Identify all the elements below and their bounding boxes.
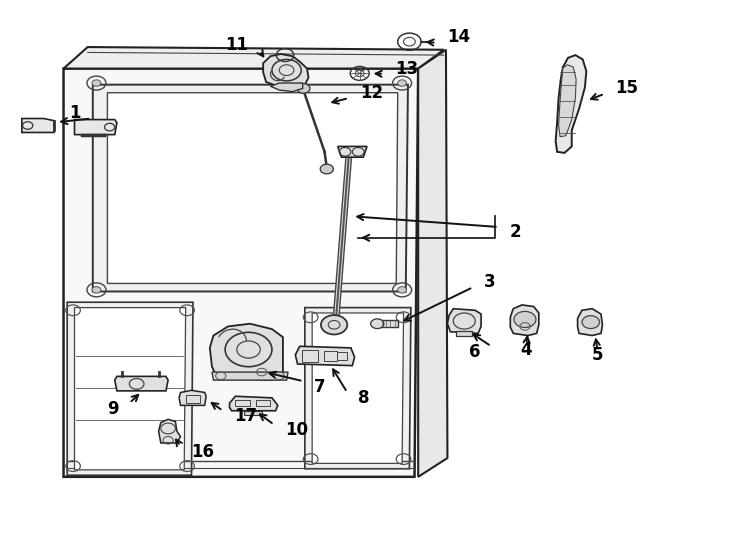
Polygon shape: [68, 302, 193, 475]
Circle shape: [582, 316, 600, 328]
Text: 11: 11: [225, 36, 249, 55]
Circle shape: [371, 319, 384, 328]
Text: 8: 8: [358, 389, 370, 407]
Circle shape: [92, 287, 101, 293]
Polygon shape: [22, 118, 54, 132]
Circle shape: [297, 84, 310, 93]
Bar: [337, 352, 347, 360]
Polygon shape: [115, 376, 168, 391]
Text: 5: 5: [592, 346, 603, 364]
Text: 7: 7: [314, 377, 326, 396]
Bar: [324, 351, 337, 361]
Polygon shape: [559, 65, 576, 137]
Bar: [236, 400, 250, 407]
Polygon shape: [107, 93, 398, 284]
Polygon shape: [448, 309, 481, 333]
Text: 14: 14: [448, 29, 470, 46]
Polygon shape: [75, 308, 186, 470]
Bar: [244, 411, 262, 415]
Circle shape: [321, 315, 347, 334]
Polygon shape: [312, 313, 404, 463]
Circle shape: [398, 287, 407, 293]
Polygon shape: [75, 119, 117, 134]
Polygon shape: [418, 50, 448, 477]
Text: 1: 1: [69, 104, 80, 122]
Bar: [457, 331, 472, 335]
Text: 6: 6: [469, 343, 480, 361]
Text: 9: 9: [106, 400, 118, 417]
Polygon shape: [64, 47, 444, 69]
Circle shape: [92, 80, 101, 86]
Polygon shape: [556, 55, 586, 153]
Text: 16: 16: [192, 443, 214, 461]
Text: 12: 12: [360, 84, 383, 102]
Circle shape: [320, 164, 333, 174]
Polygon shape: [270, 83, 302, 92]
Polygon shape: [179, 390, 206, 406]
Circle shape: [514, 312, 536, 327]
Bar: [377, 321, 398, 327]
Text: 2: 2: [509, 224, 521, 241]
Polygon shape: [295, 346, 355, 366]
Bar: [302, 350, 318, 362]
Bar: [256, 400, 270, 407]
Polygon shape: [210, 323, 283, 380]
Polygon shape: [230, 396, 277, 411]
Bar: [186, 395, 200, 403]
Polygon shape: [212, 372, 288, 380]
Polygon shape: [510, 305, 539, 335]
Polygon shape: [305, 308, 411, 469]
Circle shape: [398, 80, 407, 86]
Text: 17: 17: [234, 407, 257, 425]
Polygon shape: [64, 69, 418, 477]
Text: 13: 13: [395, 59, 418, 78]
Polygon shape: [159, 420, 181, 443]
Text: 4: 4: [520, 341, 532, 359]
Text: 15: 15: [616, 79, 639, 97]
Text: 3: 3: [484, 273, 495, 291]
Text: 10: 10: [285, 421, 308, 439]
Polygon shape: [264, 54, 308, 87]
Polygon shape: [578, 309, 603, 335]
Polygon shape: [338, 146, 367, 157]
Polygon shape: [92, 85, 408, 292]
